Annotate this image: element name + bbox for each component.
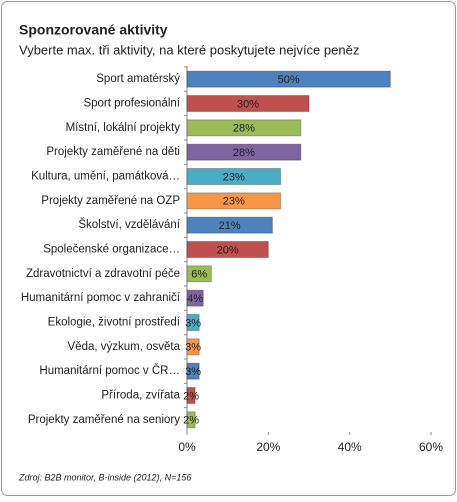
y-tick-label: Humanitární pomoc v ČR… <box>39 364 180 377</box>
x-tick-label: 0% <box>178 440 196 454</box>
x-tick-label: 60% <box>419 440 443 454</box>
bar <box>186 216 273 234</box>
bar <box>186 95 310 112</box>
y-tick-label: Příroda, zvířata <box>101 390 180 402</box>
bar <box>186 70 391 88</box>
bar <box>186 362 200 380</box>
y-tick-label: Ekologie, životní prostředí <box>48 317 181 329</box>
y-tick-label: Sport amatérský <box>96 73 180 85</box>
y-tick-label: Projekty zaměřené na děti <box>46 146 180 158</box>
value-label: 20% <box>217 244 239 256</box>
value-label: 30% <box>237 98 259 110</box>
value-label: 2% <box>183 415 199 427</box>
x-tick-label: 20% <box>256 440 280 454</box>
y-tick-label: Humanitární pomoc v zahraničí <box>21 292 181 304</box>
value-label: 4% <box>187 293 203 305</box>
value-label: 23% <box>223 171 245 183</box>
y-tick-label: Zdravotnictví a zdravotní péče <box>26 268 180 280</box>
bar <box>186 314 200 331</box>
value-label: 28% <box>233 147 255 159</box>
value-label: 3% <box>185 342 201 354</box>
y-tick-label: Sport profesionální <box>83 98 180 110</box>
source-note: Zdroj: B2B monitor, B-inside (2012), N=1… <box>18 472 191 482</box>
bar <box>186 265 212 283</box>
bar <box>186 387 196 404</box>
y-tick-label: Projekty zaměřené na OZP <box>41 195 180 207</box>
bar <box>186 119 302 137</box>
y-tick-label: Věda, výzkum, osvěta <box>68 341 181 353</box>
value-label: 6% <box>191 269 207 281</box>
bar <box>186 192 282 210</box>
bar <box>186 143 302 161</box>
bar <box>186 411 196 429</box>
value-label: 28% <box>233 123 255 135</box>
value-label: 21% <box>219 220 241 232</box>
y-tick-label: Kultura, umění, památková… <box>31 171 180 183</box>
y-tick-label: Místní, lokální projekty <box>66 122 181 134</box>
value-label: 3% <box>185 317 201 329</box>
bar <box>186 241 269 258</box>
y-tick-label: Školství, vzdělávání <box>78 218 180 231</box>
bar <box>186 168 282 185</box>
value-label: 2% <box>183 390 199 402</box>
bar <box>186 289 204 307</box>
bar <box>186 338 200 356</box>
value-label: 50% <box>278 74 300 86</box>
chart-title: Sponzorované aktivity <box>19 22 168 38</box>
y-tick-label: Projekty zaměřené na seniory <box>28 414 180 426</box>
chart-subtitle: Vyberte max. tři aktivity, na které posk… <box>19 42 359 57</box>
x-tick-label: 40% <box>338 440 362 454</box>
value-label: 3% <box>185 366 201 378</box>
y-tick-label: Společenské organizace… <box>43 244 180 256</box>
value-label: 23% <box>223 196 245 208</box>
